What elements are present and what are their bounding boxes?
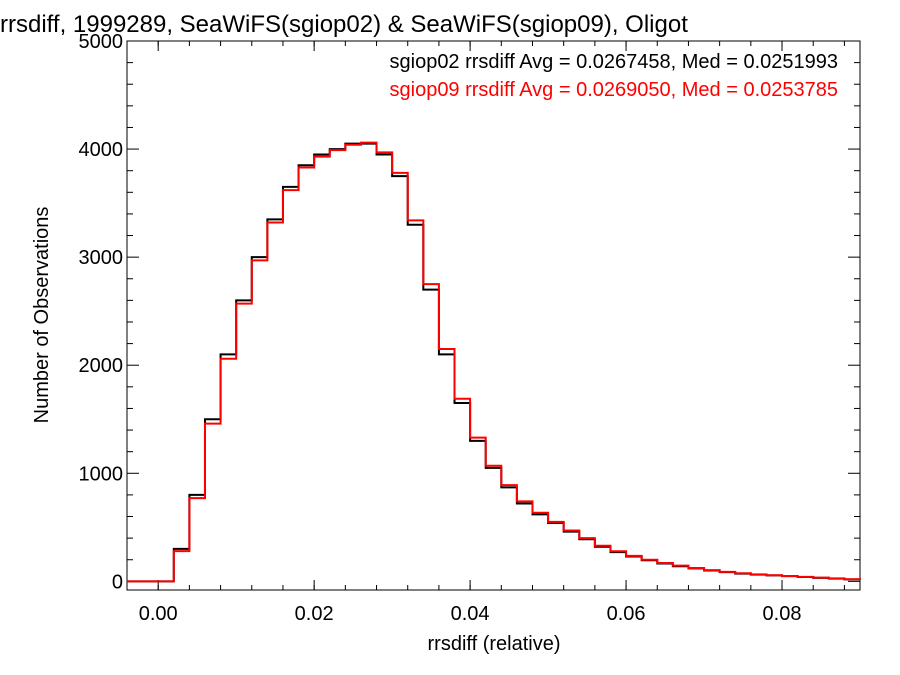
y-tick-label: 3000 bbox=[79, 247, 124, 269]
y-tick-label: 5000 bbox=[79, 31, 124, 53]
legend-entry-sgiop02: sgiop02 rrsdiff Avg = 0.0267458, Med = 0… bbox=[390, 51, 839, 73]
x-axis-label: rrsdiff (relative) bbox=[428, 633, 561, 655]
x-tick-label: 0.00 bbox=[139, 603, 178, 625]
x-tick-label: 0.02 bbox=[295, 603, 334, 625]
y-axis-label: Number of Observations bbox=[31, 207, 53, 424]
series-layer bbox=[127, 141, 861, 583]
y-tick-label: 2000 bbox=[79, 355, 124, 377]
chart-title: rrsdiff, 1999289, SeaWiFS(sgiop02) & Sea… bbox=[0, 11, 688, 38]
axis-ticks: 0.00 0.02 0.04 0.06 0.08 0 1000 2000 3000 4000 500… bbox=[79, 31, 860, 625]
y-tick-label: 4000 bbox=[79, 139, 124, 161]
y-tick-label: 1000 bbox=[79, 463, 124, 485]
legend-entry-sgiop09: sgiop09 rrsdiff Avg = 0.0269050, Med = 0… bbox=[390, 79, 839, 101]
y-tick-label: 0 bbox=[112, 571, 123, 593]
x-tick-label: 0.08 bbox=[763, 603, 802, 625]
series-line-sgiop02 bbox=[127, 142, 861, 583]
x-tick-label: 0.04 bbox=[451, 603, 490, 625]
series-line-sgiop09 bbox=[127, 141, 861, 583]
plot-frame bbox=[126, 40, 861, 591]
x-tick-label: 0.06 bbox=[607, 603, 646, 625]
